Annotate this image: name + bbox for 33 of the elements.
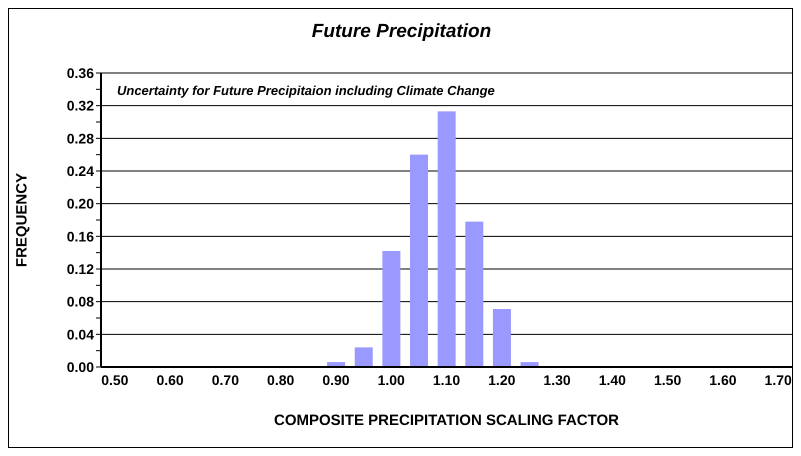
x-tick-label: 0.90 — [322, 372, 350, 388]
x-tick-label: 0.70 — [212, 372, 240, 388]
x-axis-title: COMPOSITE PRECIPITATION SCALING FACTOR — [274, 412, 620, 429]
x-tick-label: 1.50 — [654, 372, 682, 388]
bar — [410, 154, 428, 367]
x-tick-label: 1.10 — [432, 372, 460, 388]
x-tick-label: 0.50 — [101, 372, 129, 388]
x-tick-label: 1.60 — [709, 372, 737, 388]
y-tick-label: 0.20 — [66, 196, 94, 212]
y-tick-label: 0.04 — [66, 326, 94, 342]
y-tick-label: 0.00 — [66, 358, 94, 375]
y-tick-label: 0.36 — [66, 64, 94, 81]
chart-title: Future Precipitation — [310, 21, 492, 43]
bar — [492, 309, 511, 367]
x-tick-label: 0.80 — [267, 372, 294, 388]
x-tick-label: 1.20 — [488, 372, 516, 388]
bar — [354, 347, 373, 367]
y-axis-title: FREQUENCY — [13, 172, 30, 268]
x-tick-label: 1.70 — [764, 372, 792, 388]
bar — [438, 111, 456, 367]
annotation: Uncertainty for Future Precipitaion including Climate Change — [117, 83, 495, 98]
y-tick-label: 0.28 — [66, 130, 94, 146]
bar — [382, 251, 400, 367]
x-tick-label: 1.00 — [378, 372, 406, 388]
bar — [465, 222, 484, 367]
y-tick-label: 0.32 — [66, 98, 94, 114]
y-tick-label: 0.08 — [66, 294, 94, 310]
y-tick-label: 0.16 — [66, 228, 94, 244]
x-tick-label: 1.40 — [598, 372, 626, 388]
y-tick-label: 0.24 — [66, 162, 94, 179]
x-tick-label: 1.30 — [543, 372, 571, 388]
y-tick-label: 0.12 — [66, 260, 94, 277]
x-tick-label: 0.60 — [156, 372, 184, 388]
